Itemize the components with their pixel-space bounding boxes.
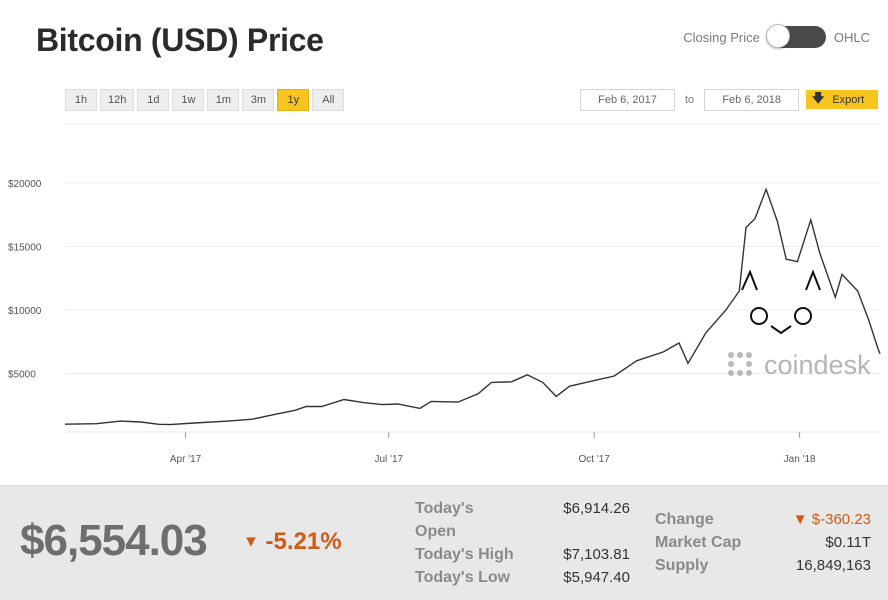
price-summary: $6,554.03 ▼ -5.21% Today's Open $6,914.2… — [0, 485, 888, 600]
end-date-field[interactable]: Feb 6, 2018 — [704, 89, 800, 111]
range-button-1d[interactable]: 1d — [137, 89, 170, 111]
open-label-line1: Today's — [415, 500, 474, 517]
toggle-switch[interactable] — [765, 24, 826, 48]
x-tick-label: Jul '17 — [374, 454, 403, 465]
y-tick-label: $20000 — [8, 179, 42, 190]
range-button-1w[interactable]: 1w — [172, 89, 205, 111]
low-value: $5,947.40 — [563, 569, 630, 586]
high-label: Today's High — [415, 546, 514, 563]
date-separator: to — [685, 94, 695, 106]
down-arrow-icon: ▼ — [243, 533, 259, 551]
toggle-knob[interactable] — [765, 24, 790, 48]
closing-price-label: Closing Price — [683, 29, 760, 45]
market-cap-value: $0.11T — [825, 534, 871, 551]
date-range: Feb 6, 2017 to Feb 6, 2018 — [580, 89, 800, 111]
market-cap-label: Market Cap — [655, 534, 742, 551]
start-date-field[interactable]: Feb 6, 2017 — [580, 89, 675, 111]
change-value: ▼ $-360.23 — [760, 511, 871, 528]
coindesk-watermark: coindesk — [764, 350, 871, 380]
page-title: Bitcoin (USD) Price — [36, 22, 324, 58]
supply-value: 16,849,163 — [795, 557, 871, 574]
percent-change: ▼ -5.21% — [243, 528, 342, 556]
change-label: Change — [655, 511, 714, 528]
range-button-all[interactable]: All — [312, 89, 345, 111]
y-tick-label: $5000 — [8, 370, 36, 381]
export-button[interactable]: 🡇 Export — [806, 90, 878, 109]
current-price: $6,554.03 — [20, 516, 208, 565]
range-button-1y[interactable]: 1y — [277, 89, 310, 111]
x-tick-label: Oct '17 — [579, 454, 611, 465]
price-mode-toggle[interactable]: Closing Price OHLC — [683, 24, 870, 48]
range-button-12h[interactable]: 12h — [100, 89, 135, 111]
open-label-line2: Open — [415, 523, 456, 540]
range-button-3m[interactable]: 3m — [242, 89, 275, 111]
percent-change-value: -5.21% — [265, 528, 342, 555]
x-tick-label: Apr '17 — [170, 454, 202, 465]
change-amount: -360.23 — [820, 511, 871, 528]
coindesk-logo-icon — [728, 352, 752, 376]
y-tick-label: $15000 — [8, 243, 42, 254]
range-selector: 1h 12h 1d 1w 1m 3m 1y All — [65, 89, 345, 111]
range-button-1h[interactable]: 1h — [65, 89, 97, 111]
low-label: Today's Low — [415, 569, 511, 586]
cat-face-doodle — [741, 269, 821, 335]
download-arrow-icon: 🡇 — [812, 91, 825, 105]
high-value: $7,103.81 — [563, 546, 630, 563]
supply-label: Supply — [655, 557, 709, 574]
ohlc-label: OHLC — [833, 29, 870, 45]
price-line — [64, 187, 881, 426]
price-chart[interactable]: $5000 $10000 $15000 $20000 Apr '17 Jul '17 Oc… — [0, 120, 888, 475]
open-value: $6,914.26 — [563, 500, 630, 517]
x-tick-label: Jan '18 — [784, 454, 816, 465]
export-label: Export — [832, 93, 865, 106]
y-tick-label: $10000 — [8, 306, 42, 317]
range-button-1m[interactable]: 1m — [207, 89, 240, 111]
change-arrow: ▼ $ — [792, 511, 821, 528]
